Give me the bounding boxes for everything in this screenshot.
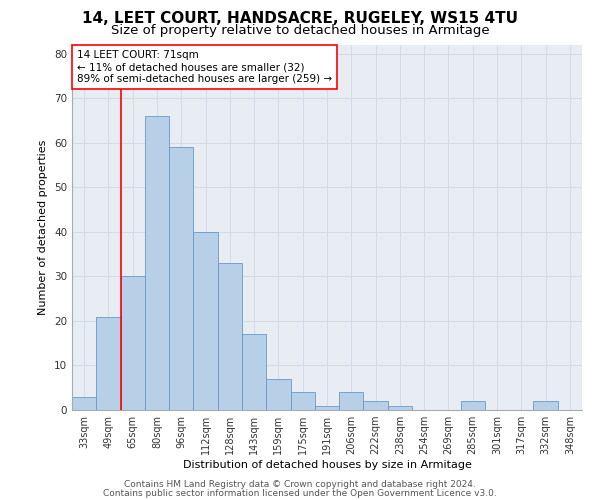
X-axis label: Distribution of detached houses by size in Armitage: Distribution of detached houses by size … [182,460,472,470]
Bar [266,379,290,410]
Text: Contains HM Land Registry data © Crown copyright and database right 2024.: Contains HM Land Registry data © Crown c… [124,480,476,489]
Bar [533,401,558,410]
Bar [145,116,169,410]
Text: Contains public sector information licensed under the Open Government Licence v3: Contains public sector information licen… [103,489,497,498]
Bar [218,263,242,410]
Text: 14, LEET COURT, HANDSACRE, RUGELEY, WS15 4TU: 14, LEET COURT, HANDSACRE, RUGELEY, WS15… [82,11,518,26]
Y-axis label: Number of detached properties: Number of detached properties [38,140,49,315]
Bar [315,406,339,410]
Bar [461,401,485,410]
Bar [242,334,266,410]
Bar [339,392,364,410]
Bar [96,316,121,410]
Text: 14 LEET COURT: 71sqm
← 11% of detached houses are smaller (32)
89% of semi-detac: 14 LEET COURT: 71sqm ← 11% of detached h… [77,50,332,84]
Bar [72,396,96,410]
Bar [290,392,315,410]
Bar [169,148,193,410]
Bar [388,406,412,410]
Bar [121,276,145,410]
Bar [193,232,218,410]
Bar [364,401,388,410]
Text: Size of property relative to detached houses in Armitage: Size of property relative to detached ho… [110,24,490,37]
